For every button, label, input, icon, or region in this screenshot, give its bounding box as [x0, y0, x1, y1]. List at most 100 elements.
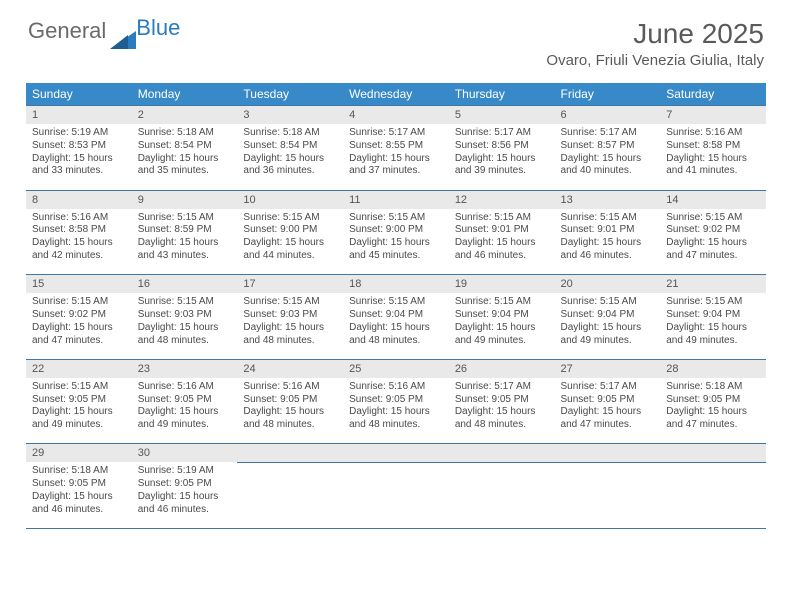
day-number-cell: 23	[132, 359, 238, 378]
sunset-text: Sunset: 9:05 PM	[138, 478, 232, 491]
sunrise-text: Sunrise: 5:19 AM	[32, 127, 126, 140]
day-header: Monday	[132, 83, 238, 106]
day-header: Saturday	[660, 83, 766, 106]
sunrise-text: Sunrise: 5:17 AM	[561, 381, 655, 394]
daylight-text: Daylight: 15 hours and 40 minutes.	[561, 153, 655, 179]
day-data-cell: Sunrise: 5:19 AMSunset: 9:05 PMDaylight:…	[132, 462, 238, 528]
day-data-cell: Sunrise: 5:18 AMSunset: 9:05 PMDaylight:…	[26, 462, 132, 528]
day-data-cell: Sunrise: 5:16 AMSunset: 8:58 PMDaylight:…	[26, 209, 132, 275]
day-number-cell: 28	[660, 359, 766, 378]
sunset-text: Sunset: 9:04 PM	[561, 309, 655, 322]
sunset-text: Sunset: 8:54 PM	[243, 140, 337, 153]
daylight-text: Daylight: 15 hours and 48 minutes.	[138, 322, 232, 348]
daylight-text: Daylight: 15 hours and 36 minutes.	[243, 153, 337, 179]
daylight-text: Daylight: 15 hours and 44 minutes.	[243, 237, 337, 263]
daylight-text: Daylight: 15 hours and 46 minutes.	[455, 237, 549, 263]
day-number-cell: 16	[132, 275, 238, 294]
sunset-text: Sunset: 8:57 PM	[561, 140, 655, 153]
sunset-text: Sunset: 8:55 PM	[349, 140, 443, 153]
sunset-text: Sunset: 8:58 PM	[32, 224, 126, 237]
day-number-cell: 17	[237, 275, 343, 294]
day-data-cell: Sunrise: 5:17 AMSunset: 8:56 PMDaylight:…	[449, 124, 555, 190]
day-data-cell: Sunrise: 5:15 AMSunset: 9:00 PMDaylight:…	[343, 209, 449, 275]
logo: General Blue	[28, 18, 180, 44]
day-data-cell: Sunrise: 5:15 AMSunset: 9:04 PMDaylight:…	[555, 293, 661, 359]
day-number-cell: 20	[555, 275, 661, 294]
sunset-text: Sunset: 9:02 PM	[666, 224, 760, 237]
daylight-text: Daylight: 15 hours and 46 minutes.	[561, 237, 655, 263]
sunset-text: Sunset: 8:53 PM	[32, 140, 126, 153]
week-number-row: 2930	[26, 444, 766, 463]
day-data-cell: Sunrise: 5:16 AMSunset: 8:58 PMDaylight:…	[660, 124, 766, 190]
day-data-cell: Sunrise: 5:19 AMSunset: 8:53 PMDaylight:…	[26, 124, 132, 190]
daylight-text: Daylight: 15 hours and 41 minutes.	[666, 153, 760, 179]
day-data-cell: Sunrise: 5:18 AMSunset: 8:54 PMDaylight:…	[237, 124, 343, 190]
day-header-row: SundayMondayTuesdayWednesdayThursdayFrid…	[26, 83, 766, 106]
day-data-cell: Sunrise: 5:15 AMSunset: 9:00 PMDaylight:…	[237, 209, 343, 275]
day-number-cell: 6	[555, 106, 661, 125]
sunrise-text: Sunrise: 5:17 AM	[455, 127, 549, 140]
logo-text-blue: Blue	[136, 15, 180, 41]
sunrise-text: Sunrise: 5:15 AM	[561, 296, 655, 309]
day-data-cell: Sunrise: 5:18 AMSunset: 8:54 PMDaylight:…	[132, 124, 238, 190]
daylight-text: Daylight: 15 hours and 48 minutes.	[349, 322, 443, 348]
week-data-row: Sunrise: 5:15 AMSunset: 9:02 PMDaylight:…	[26, 293, 766, 359]
daylight-text: Daylight: 15 hours and 37 minutes.	[349, 153, 443, 179]
week-data-row: Sunrise: 5:19 AMSunset: 8:53 PMDaylight:…	[26, 124, 766, 190]
day-header: Tuesday	[237, 83, 343, 106]
sunset-text: Sunset: 9:04 PM	[666, 309, 760, 322]
day-number-cell	[343, 444, 449, 463]
sunset-text: Sunset: 9:05 PM	[32, 394, 126, 407]
week-number-row: 15161718192021	[26, 275, 766, 294]
sunset-text: Sunset: 9:05 PM	[32, 478, 126, 491]
sunrise-text: Sunrise: 5:15 AM	[666, 212, 760, 225]
week-data-row: Sunrise: 5:16 AMSunset: 8:58 PMDaylight:…	[26, 209, 766, 275]
day-number-cell: 12	[449, 190, 555, 209]
sunrise-text: Sunrise: 5:17 AM	[561, 127, 655, 140]
day-number-cell: 10	[237, 190, 343, 209]
day-number-cell: 4	[343, 106, 449, 125]
sunrise-text: Sunrise: 5:15 AM	[243, 296, 337, 309]
sunset-text: Sunset: 9:01 PM	[561, 224, 655, 237]
day-number-cell: 8	[26, 190, 132, 209]
day-header: Sunday	[26, 83, 132, 106]
daylight-text: Daylight: 15 hours and 45 minutes.	[349, 237, 443, 263]
daylight-text: Daylight: 15 hours and 48 minutes.	[455, 406, 549, 432]
sunset-text: Sunset: 8:54 PM	[138, 140, 232, 153]
sunrise-text: Sunrise: 5:16 AM	[666, 127, 760, 140]
daylight-text: Daylight: 15 hours and 42 minutes.	[32, 237, 126, 263]
sunrise-text: Sunrise: 5:15 AM	[561, 212, 655, 225]
daylight-text: Daylight: 15 hours and 47 minutes.	[666, 237, 760, 263]
sunrise-text: Sunrise: 5:16 AM	[138, 381, 232, 394]
day-data-cell: Sunrise: 5:16 AMSunset: 9:05 PMDaylight:…	[343, 378, 449, 444]
daylight-text: Daylight: 15 hours and 47 minutes.	[666, 406, 760, 432]
daylight-text: Daylight: 15 hours and 49 minutes.	[666, 322, 760, 348]
day-number-cell: 29	[26, 444, 132, 463]
day-header: Wednesday	[343, 83, 449, 106]
day-number-cell	[555, 444, 661, 463]
day-number-cell	[237, 444, 343, 463]
day-data-cell: Sunrise: 5:15 AMSunset: 9:03 PMDaylight:…	[237, 293, 343, 359]
week-number-row: 1234567	[26, 106, 766, 125]
day-data-cell: Sunrise: 5:15 AMSunset: 9:02 PMDaylight:…	[26, 293, 132, 359]
day-header: Friday	[555, 83, 661, 106]
daylight-text: Daylight: 15 hours and 49 minutes.	[561, 322, 655, 348]
sunset-text: Sunset: 9:03 PM	[138, 309, 232, 322]
day-number-cell: 25	[343, 359, 449, 378]
sunset-text: Sunset: 9:05 PM	[138, 394, 232, 407]
sunrise-text: Sunrise: 5:19 AM	[138, 465, 232, 478]
daylight-text: Daylight: 15 hours and 48 minutes.	[243, 322, 337, 348]
sunrise-text: Sunrise: 5:15 AM	[455, 296, 549, 309]
sunrise-text: Sunrise: 5:15 AM	[32, 296, 126, 309]
sunrise-text: Sunrise: 5:15 AM	[349, 212, 443, 225]
day-data-cell: Sunrise: 5:15 AMSunset: 9:01 PMDaylight:…	[555, 209, 661, 275]
daylight-text: Daylight: 15 hours and 33 minutes.	[32, 153, 126, 179]
day-data-cell	[343, 462, 449, 528]
daylight-text: Daylight: 15 hours and 47 minutes.	[32, 322, 126, 348]
day-number-cell: 13	[555, 190, 661, 209]
sunset-text: Sunset: 9:05 PM	[666, 394, 760, 407]
daylight-text: Daylight: 15 hours and 48 minutes.	[349, 406, 443, 432]
daylight-text: Daylight: 15 hours and 49 minutes.	[138, 406, 232, 432]
sunrise-text: Sunrise: 5:15 AM	[138, 212, 232, 225]
day-number-cell	[449, 444, 555, 463]
